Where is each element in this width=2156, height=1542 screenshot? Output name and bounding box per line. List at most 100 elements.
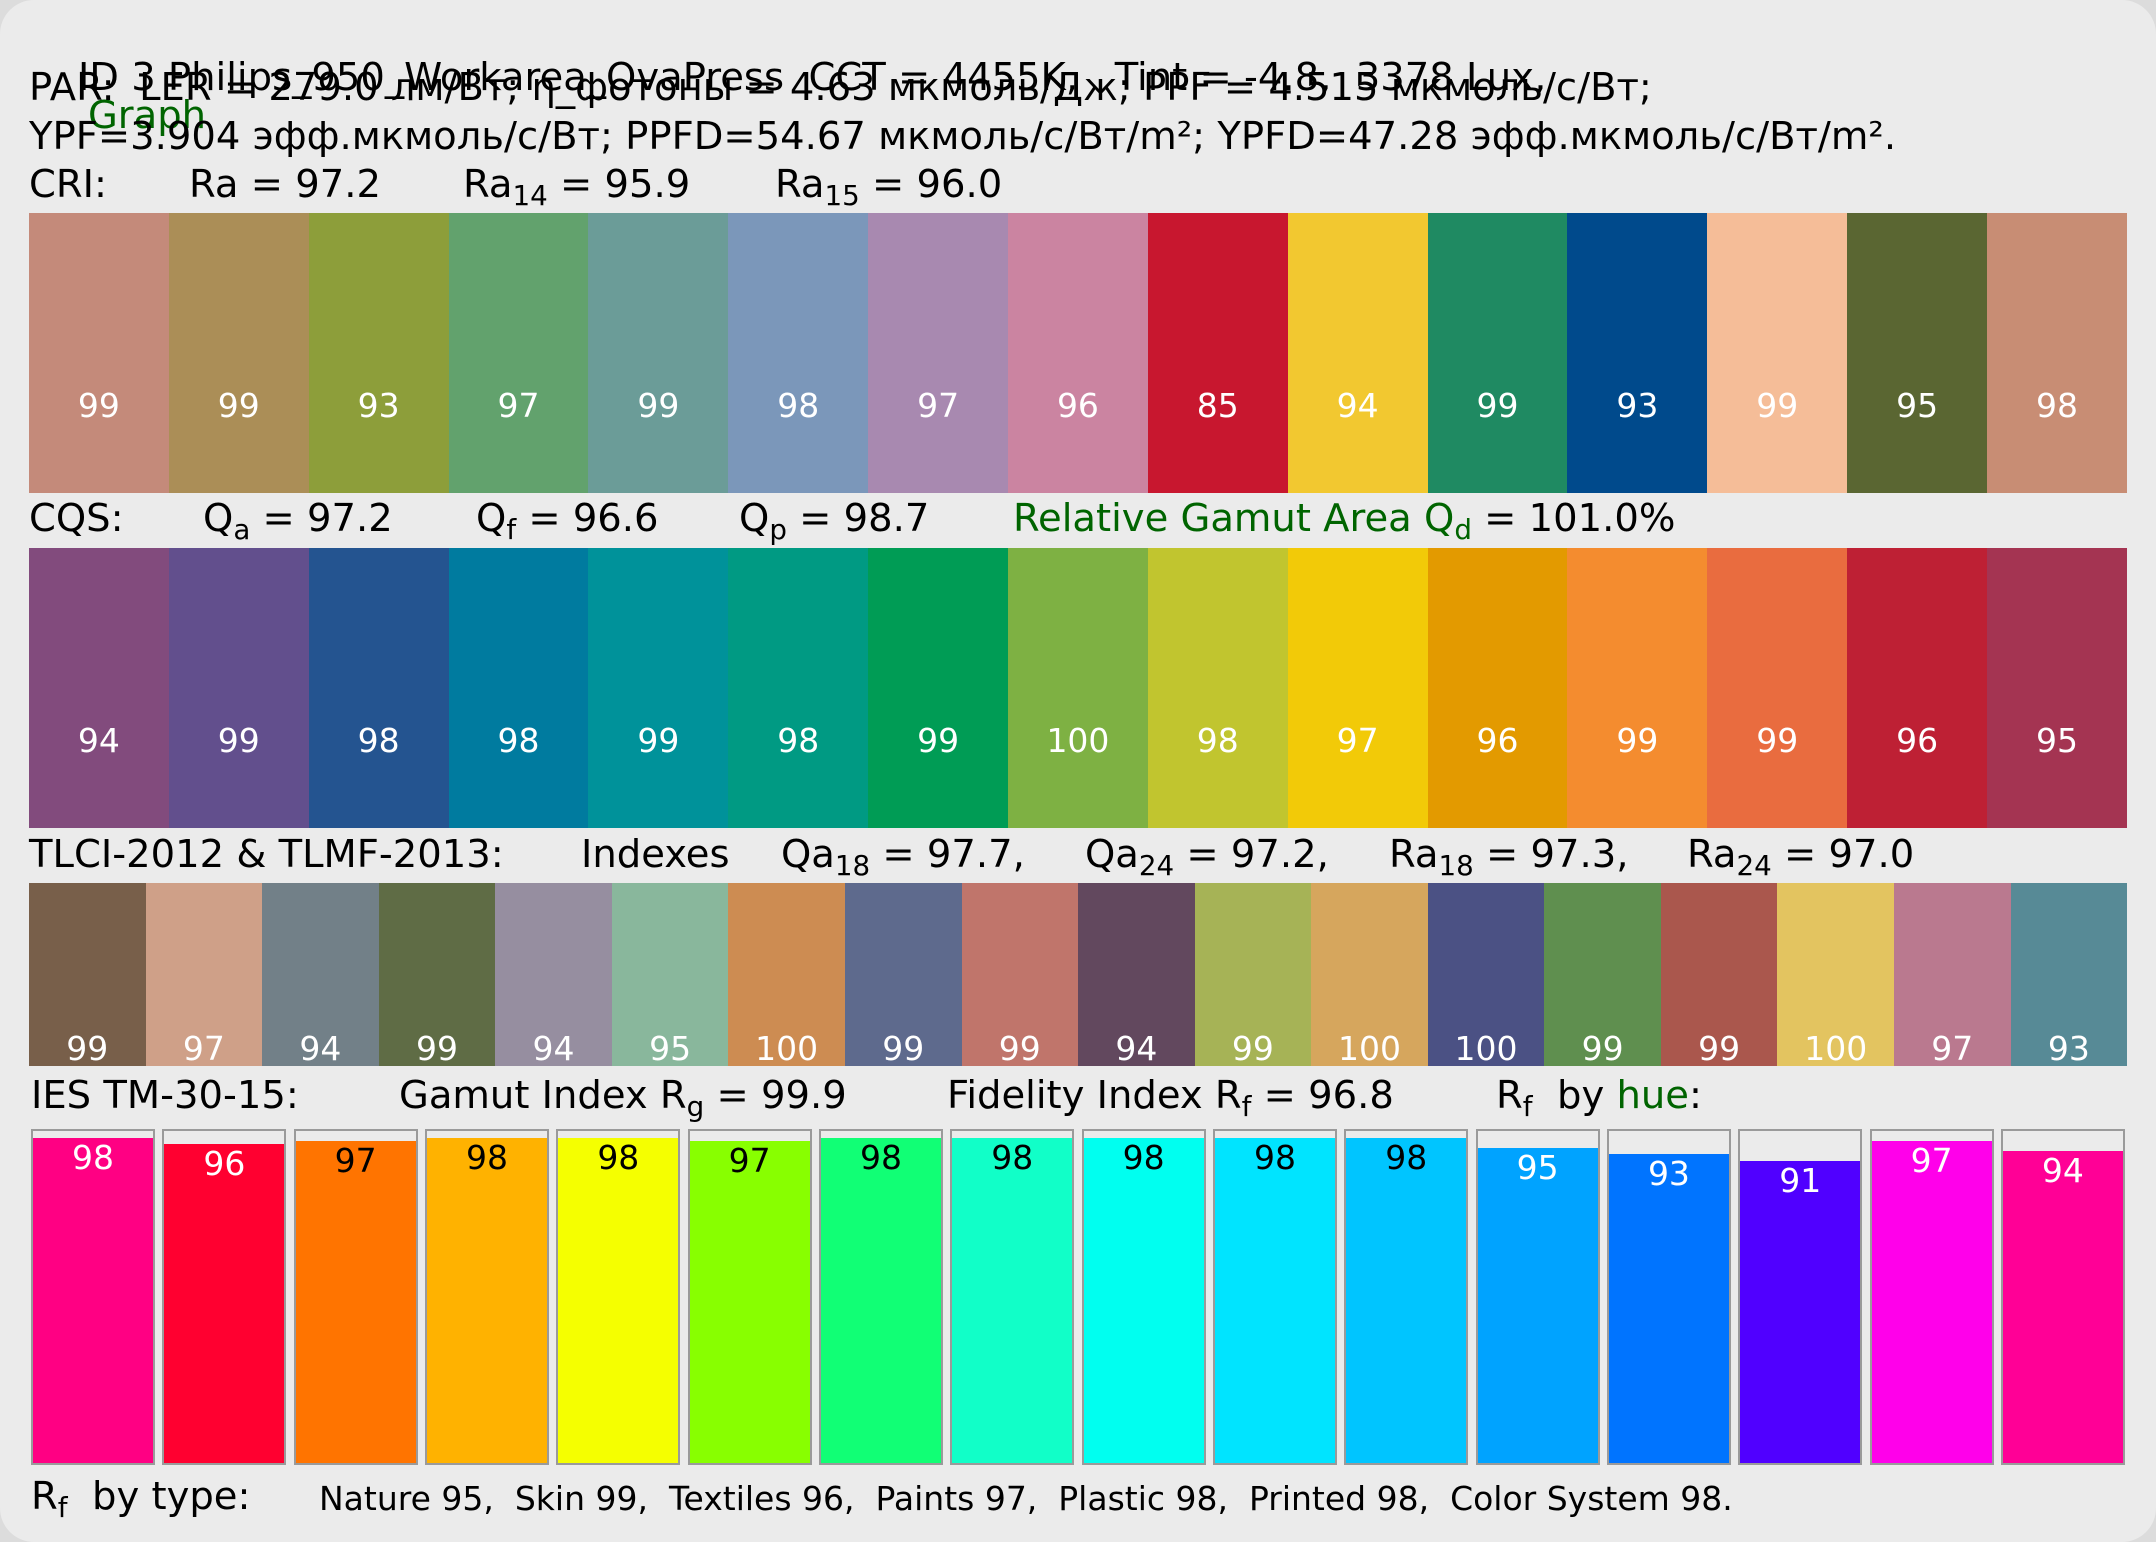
cri-swatch: 97 xyxy=(868,213,1009,493)
hue-bar-value: 98 xyxy=(859,1138,902,1177)
cqs-swatch: 98 xyxy=(728,548,869,828)
hue-bar xyxy=(1083,1138,1204,1463)
tlci-swatch-value: 99 xyxy=(415,1029,458,1068)
hue-bar xyxy=(295,1141,416,1463)
tlci-swatch-value: 99 xyxy=(1581,1029,1624,1068)
hue-bar-value: 97 xyxy=(728,1141,771,1180)
hue-bar-value: 98 xyxy=(465,1138,508,1177)
hue-bar xyxy=(689,1141,810,1463)
tm30-fidelity-index: Fidelity Index Rf = 96.8 xyxy=(947,1073,1394,1123)
hue-bar xyxy=(558,1138,679,1463)
cqs-swatch: 95 xyxy=(1987,548,2127,828)
hue-bar xyxy=(164,1144,285,1463)
hue-bin-column: 93 xyxy=(1606,1129,1731,1465)
tlci-qa24: Qa24 = 97.2, xyxy=(1085,832,1329,882)
cqs-swatch-value: 94 xyxy=(77,721,120,761)
cri-ra: Ra = 97.2 xyxy=(189,162,381,207)
tlci-swatch-value: 100 xyxy=(1804,1029,1868,1068)
cqs-label: CQS: xyxy=(29,496,124,541)
cri-label: CRI: xyxy=(29,162,107,207)
cqs-swatch: 98 xyxy=(308,548,449,828)
hue-bin-column: 98 xyxy=(424,1129,549,1465)
hue-bin-column: 94 xyxy=(2000,1129,2125,1465)
tlci-ra18: Ra18 = 97.3, xyxy=(1389,832,1629,882)
tlci-swatch: 99 xyxy=(1544,883,1661,1066)
hue-link[interactable]: hue xyxy=(1616,1073,1689,1118)
cri-swatch: 85 xyxy=(1147,213,1288,493)
tlci-swatch-value: 99 xyxy=(882,1029,925,1068)
graph-link[interactable]: Graph xyxy=(87,93,207,138)
cqs-swatch-value: 98 xyxy=(777,721,820,761)
tlci-swatch: 97 xyxy=(1894,883,2011,1066)
cri-header: CRI: Ra = 97.2 Ra14 = 95.9 Ra15 = 96.0 xyxy=(29,162,2127,214)
cri-swatch-value: 99 xyxy=(637,386,680,426)
hue-bin-column: 98 xyxy=(1212,1129,1337,1465)
cqs-swatch: 99 xyxy=(168,548,309,828)
hue-bin-column: 98 xyxy=(31,1129,155,1465)
cqs-gamut-area: Relative Gamut Area Qd = 101.0% xyxy=(1013,496,1676,546)
cri-swatch: 93 xyxy=(308,213,449,493)
cqs-swatch-value: 100 xyxy=(1046,721,1110,761)
cri-swatch-value: 94 xyxy=(1336,386,1379,426)
cri-swatch: 98 xyxy=(728,213,869,493)
cqs-swatch-value: 99 xyxy=(917,721,960,761)
tlci-swatch: 93 xyxy=(2010,883,2128,1068)
cqs-swatch-value: 98 xyxy=(497,721,540,761)
tlci-qa18: Qa18 = 97.7, xyxy=(781,832,1025,882)
hue-bar-value: 98 xyxy=(597,1138,640,1177)
cri-swatch-value: 97 xyxy=(497,386,540,426)
hue-bar xyxy=(1871,1141,1992,1463)
cri-swatch-value: 96 xyxy=(1056,386,1099,426)
tm30-gamut-index: Gamut Index Rg = 99.9 xyxy=(399,1073,847,1123)
cri-swatch: 99 xyxy=(29,213,169,493)
hue-bar-value: 98 xyxy=(991,1138,1034,1177)
tlci-swatch: 94 xyxy=(262,883,379,1066)
cri-swatch-value: 98 xyxy=(777,386,820,426)
tlci-swatch-value: 99 xyxy=(1698,1029,1741,1068)
cri-swatch: 94 xyxy=(1287,213,1428,493)
cri-swatch-value: 99 xyxy=(217,386,260,426)
cri-swatch-value: 93 xyxy=(1616,386,1659,426)
cri-swatch-value: 99 xyxy=(77,386,120,426)
cri-swatch-value: 98 xyxy=(2035,386,2078,426)
hue-bar-value: 97 xyxy=(334,1141,377,1180)
tm30-header: IES TM-30-15: Gamut Index Rg = 99.9 Fide… xyxy=(29,1073,2127,1125)
hue-bin-column: 98 xyxy=(950,1129,1075,1465)
cqs-swatch: 99 xyxy=(868,548,1009,828)
hue-bar-value: 98 xyxy=(72,1138,114,1177)
cri-swatch-value: 95 xyxy=(1896,386,1939,426)
hue-bin-column: 97 xyxy=(293,1129,418,1465)
tlci-swatch-value: 93 xyxy=(2047,1029,2090,1068)
cqs-header: CQS: Qa = 97.2 Qf = 96.6 Qp = 98.7 Relat… xyxy=(29,496,2127,548)
cri-swatch-value: 99 xyxy=(1756,386,1799,426)
title-line: ID 3 Philips_950_Workarea_OvaPress CCT =… xyxy=(29,20,1546,174)
rf-by-type-label: Rf by type: xyxy=(31,1474,251,1524)
cqs-swatch: 99 xyxy=(1707,548,1848,828)
tlci-swatch-value: 100 xyxy=(755,1029,819,1068)
cri-swatch-value: 97 xyxy=(917,386,960,426)
tlci-swatch-value: 94 xyxy=(299,1029,342,1068)
tlci-swatch: 99 xyxy=(1194,883,1312,1068)
ypf-line: YPF=3.904 эфф.мкмоль/с/Вт; PPFD=54.67 мк… xyxy=(29,114,1897,159)
cri-ra14: Ra14 = 95.9 xyxy=(463,162,691,212)
cri-ra15: Ra15 = 96.0 xyxy=(775,162,1003,212)
cqs-swatch: 98 xyxy=(1147,548,1288,828)
hue-bin-column: 96 xyxy=(162,1129,287,1465)
cri-swatch-value: 99 xyxy=(1476,386,1519,426)
tlci-swatch: 100 xyxy=(1777,883,1894,1066)
cri-swatch-bar: 99 99 93 97 99 98 97 96 85 94 99 93 99 95 98 xyxy=(29,213,2127,493)
tlci-swatch-value: 99 xyxy=(1231,1029,1274,1068)
tlci-swatch: 99 xyxy=(1660,883,1778,1068)
tm30-label: IES TM-30-15: xyxy=(31,1073,299,1118)
hue-bar xyxy=(1477,1148,1598,1463)
cri-swatch: 95 xyxy=(1847,213,1988,493)
hue-bar xyxy=(426,1138,547,1463)
hue-bar xyxy=(1740,1161,1861,1463)
tlci-swatch: 97 xyxy=(145,883,263,1066)
cri-swatch: 93 xyxy=(1567,213,1708,493)
hue-bar-value: 98 xyxy=(1253,1138,1296,1177)
cri-swatch-value: 85 xyxy=(1196,386,1239,426)
hue-bar-value: 94 xyxy=(2041,1151,2084,1190)
tlci-swatch: 99 xyxy=(961,883,1079,1066)
hue-bar-value: 91 xyxy=(1779,1161,1822,1200)
